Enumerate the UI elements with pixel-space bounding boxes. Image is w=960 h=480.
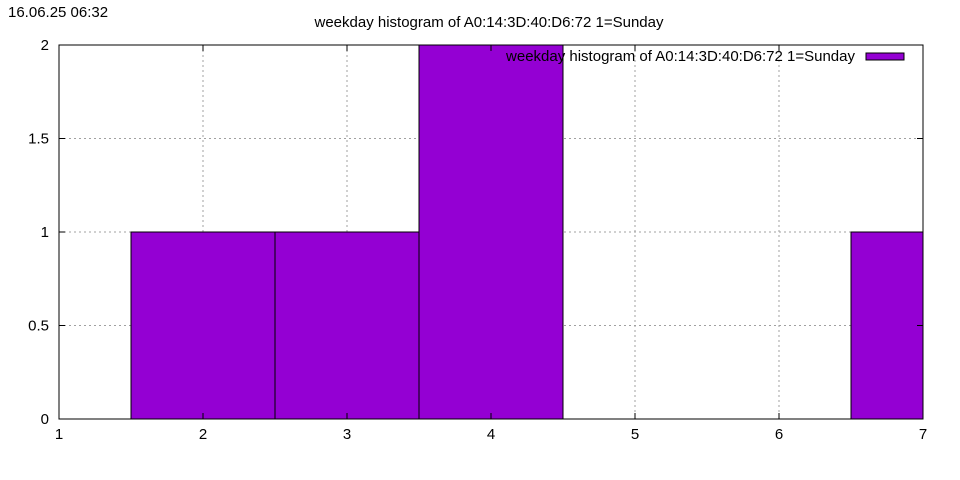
y-tick-label: 0 [41,411,49,428]
histogram-bar [418,45,564,419]
x-tick-label: 6 [775,426,783,443]
y-tick-label: 0.5 [28,318,49,335]
x-tick-label: 4 [487,426,495,443]
y-tick-label: 1.5 [28,131,49,148]
legend-label: weekday histogram of A0:14:3D:40:D6:72 1… [505,48,855,65]
histogram-bar [850,231,923,419]
timestamp: 16.06.25 06:32 [8,4,109,21]
x-tick-label: 3 [343,426,351,443]
bars [130,45,923,419]
chart-title: weekday histogram of A0:14:3D:40:D6:72 1… [314,14,664,31]
y-tick-label: 1 [41,224,49,241]
x-tick-label: 1 [55,426,63,443]
axis-ticks: 1 2 3 4 5 6 7 0 0.5 1 1.5 2 [28,37,927,443]
x-tick-label: 5 [631,426,639,443]
x-tick-label: 7 [919,426,927,443]
histogram-bar [274,231,420,419]
legend-swatch [865,52,905,61]
x-tick-label: 2 [199,426,207,443]
histogram-bar [130,231,276,419]
legend: weekday histogram of A0:14:3D:40:D6:72 1… [505,48,905,65]
y-tick-label: 2 [41,37,49,54]
